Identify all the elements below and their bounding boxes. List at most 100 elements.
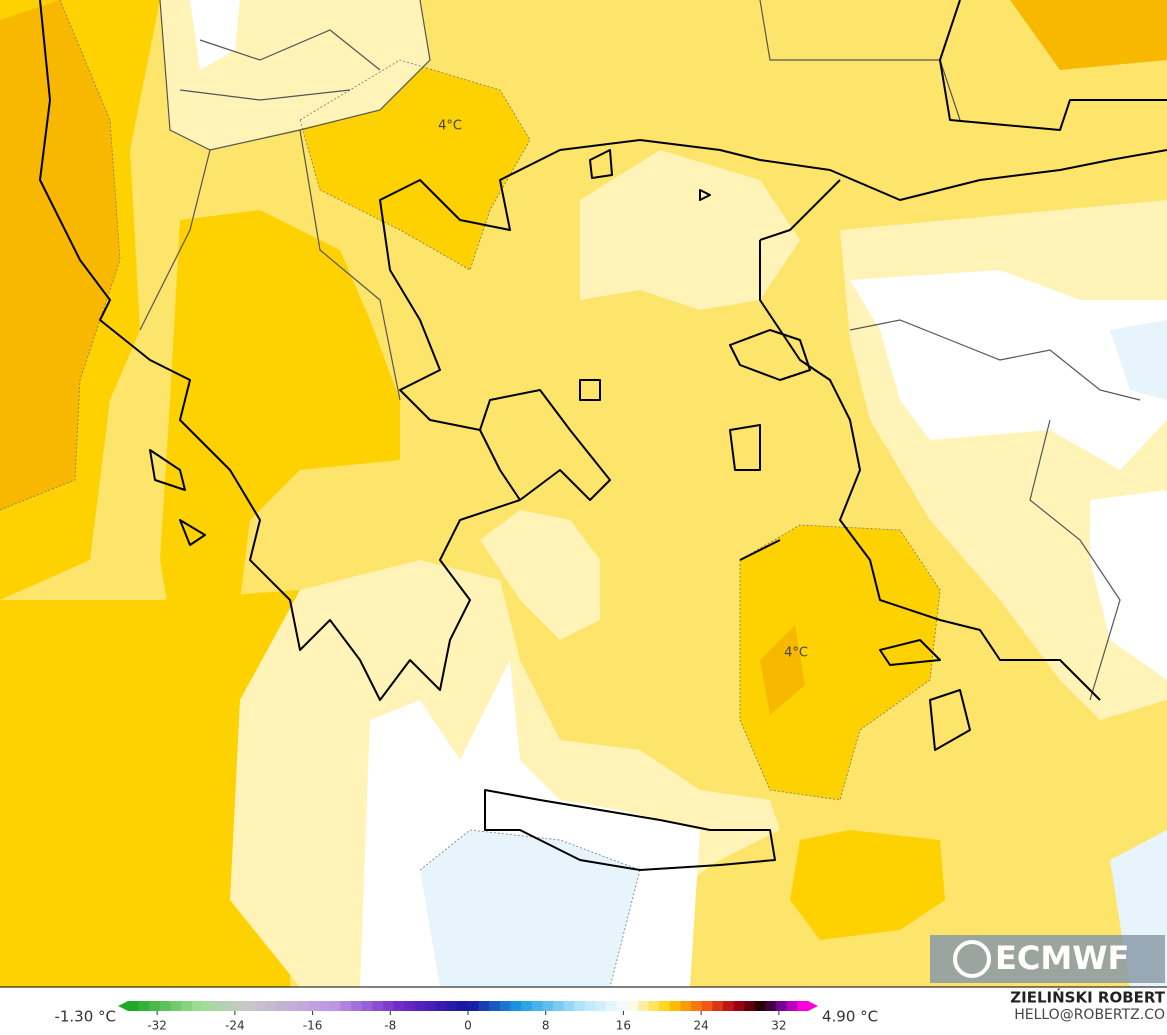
field-blue (1110, 320, 1167, 400)
colorbar-cell (191, 1001, 203, 1011)
colorbar-tick-label: -16 (303, 1019, 323, 1033)
colorbar-cell (691, 1001, 703, 1011)
colorbar-cell (308, 1001, 320, 1011)
border (759, 0, 961, 121)
colorbar-cell (181, 1001, 193, 1011)
colorbar-end (808, 1001, 818, 1011)
border (139, 149, 211, 331)
field-deep (790, 830, 945, 940)
map-fields (0, 0, 1167, 987)
logo-icon (953, 940, 991, 978)
colorbar-tick-label: 8 (542, 1019, 550, 1033)
colorbar-cell (489, 1001, 501, 1011)
colorbar-cell (553, 1001, 565, 1011)
colorbar-cell (754, 1001, 766, 1011)
colorbar-cell (213, 1001, 225, 1011)
coastline (39, 0, 1167, 701)
colorbar-cell (510, 1001, 522, 1011)
colorbar-cell (765, 1001, 777, 1011)
colorbar-cell (340, 1001, 352, 1011)
colorbar-cell (393, 1001, 405, 1011)
field-light (580, 150, 800, 310)
colorbar-cell (712, 1001, 724, 1011)
colorbar-tick-label: 32 (771, 1019, 786, 1033)
colorbar-tick-label: 16 (616, 1019, 631, 1033)
border (179, 29, 381, 101)
colorbar-cell (457, 1001, 469, 1011)
colorbar-cell (669, 1001, 681, 1011)
colorbar: -32 -24 -16 -8 0 8 16 24 32 (118, 1001, 818, 1033)
colorbar-cell (595, 1001, 607, 1011)
colorbar-cell (234, 1001, 246, 1011)
colorbar-tick-label: 0 (464, 1019, 472, 1033)
colorbar-tick-label: -24 (225, 1019, 245, 1033)
colorbar-cell (319, 1001, 331, 1011)
colorbar-cell (436, 1001, 448, 1011)
colorbar-cell (446, 1001, 458, 1011)
field-white (1090, 490, 1167, 680)
colorbar-tick-label: -8 (384, 1019, 396, 1033)
coastline (479, 389, 611, 501)
colorbar-cell (659, 1001, 671, 1011)
colorbar-cell (584, 1001, 596, 1011)
colorbar-cell (627, 1001, 639, 1011)
max-label: 4.90 °C (822, 1008, 878, 1026)
field-white (190, 0, 240, 70)
colorbar-cell (723, 1001, 735, 1011)
min-label: -1.30 °C (54, 1008, 116, 1026)
colorbar-cell (574, 1001, 586, 1011)
colorbar-cell (372, 1001, 384, 1011)
colorbar-cell (638, 1001, 650, 1011)
field-deep (740, 525, 940, 800)
colorbar-cell (425, 1001, 437, 1011)
colorbar-cell (563, 1001, 575, 1011)
colorbar-cell (159, 1001, 171, 1011)
colorbar-cell (531, 1001, 543, 1011)
colorbar-cell (478, 1001, 490, 1011)
colorbar-cell (276, 1001, 288, 1011)
colorbar-cell (244, 1001, 256, 1011)
coastline (759, 179, 1101, 701)
colorbar-cell (170, 1001, 182, 1011)
logo: ECMWF (930, 935, 1165, 983)
colorbar-cell (733, 1001, 745, 1011)
contour-label: 4°C (784, 646, 808, 661)
colorbar-cell (361, 1001, 373, 1011)
island (149, 149, 971, 751)
colorbar-cell (383, 1001, 395, 1011)
colorbar-cell (287, 1001, 299, 1011)
field-white (850, 270, 1167, 470)
colorbar-cell (776, 1001, 788, 1011)
colorbar-cell (521, 1001, 533, 1011)
colorbar-cell (680, 1001, 692, 1011)
colorbar-cell (329, 1001, 341, 1011)
colorbar-cell (298, 1001, 310, 1011)
author: ZIELIŃSKI ROBERT (1010, 988, 1165, 1007)
island (484, 789, 776, 871)
colorbar-cell (701, 1001, 713, 1011)
colorbar-tick-label: -32 (147, 1019, 167, 1033)
border (299, 129, 401, 401)
contact: HELLO@ROBERTZ.CO (1014, 1007, 1165, 1023)
colorbar-cell (648, 1001, 660, 1011)
colorbar-cell (128, 1001, 140, 1011)
colorbar-cell (138, 1001, 150, 1011)
colorbar-cell (149, 1001, 161, 1011)
colorbar-tick-label: 24 (694, 1019, 709, 1033)
colorbar-cell (404, 1001, 416, 1011)
colorbar-cell (266, 1001, 278, 1011)
colorbar-cell (499, 1001, 511, 1011)
field-orange (760, 625, 805, 715)
field-light (480, 510, 600, 640)
colorbar-cell (797, 1001, 809, 1011)
field-orange (1010, 0, 1167, 70)
contour-line (419, 829, 641, 988)
colorbar-cell (202, 1001, 214, 1011)
coastlines (39, 0, 1167, 871)
colorbar-end (118, 1001, 128, 1011)
colorbar-cell (606, 1001, 618, 1011)
colorbar-cell (786, 1001, 798, 1011)
contour-label: 4°C (438, 119, 462, 134)
colorbar-cell (255, 1001, 267, 1011)
